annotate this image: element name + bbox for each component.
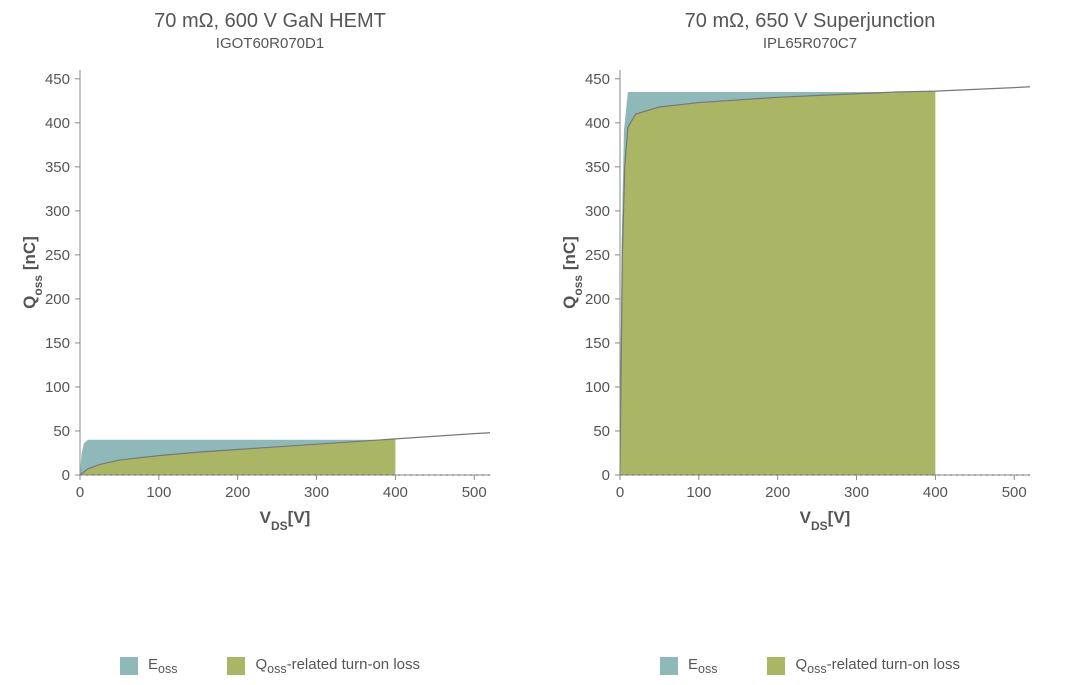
svg-text:250: 250 — [45, 247, 70, 264]
svg-text:100: 100 — [146, 484, 171, 501]
svg-text:350: 350 — [585, 159, 610, 176]
legend-eoss: Eoss — [660, 656, 717, 676]
svg-text:100: 100 — [686, 484, 711, 501]
left-title-block: 70 mΩ, 600 V GaN HEMT IGOT60R070D1 — [20, 10, 520, 52]
svg-text:300: 300 — [844, 484, 869, 501]
swatch-qloss — [767, 657, 785, 675]
svg-text:Qoss [nC]: Qoss [nC] — [20, 236, 45, 309]
svg-text:VDS[V]: VDS[V] — [260, 508, 311, 533]
svg-text:VDS[V]: VDS[V] — [800, 508, 851, 533]
figure-container: 70 mΩ, 600 V GaN HEMT IGOT60R070D1 0 50 10… — [0, 0, 1080, 685]
svg-text:300: 300 — [585, 203, 610, 220]
right-title: 70 mΩ, 650 V Superjunction — [560, 10, 1060, 33]
svg-text:Qoss [nC]: Qoss [nC] — [560, 236, 585, 309]
left-panel: 70 mΩ, 600 V GaN HEMT IGOT60R070D1 0 50 10… — [20, 10, 520, 680]
svg-text:500: 500 — [1002, 484, 1027, 501]
svg-text:400: 400 — [383, 484, 408, 501]
svg-text:500: 500 — [462, 484, 487, 501]
svg-text:300: 300 — [304, 484, 329, 501]
svg-text:450: 450 — [45, 71, 70, 88]
left-legend: Eoss Qoss-related turn-on loss — [20, 648, 520, 680]
svg-text:0: 0 — [616, 484, 624, 501]
legend-eoss-label: Eoss — [688, 656, 717, 676]
right-chart: 0 50 100 150 200 250 300 350 400 450 0 100 200 300 400… — [560, 60, 1060, 648]
svg-text:50: 50 — [53, 423, 70, 440]
right-chart-svg: 0 50 100 150 200 250 300 350 400 450 0 100 200 300 400… — [560, 60, 1060, 580]
left-chart-svg: 0 50 100 150 200 250 300 350 400 450 0 100 200 300 400… — [20, 60, 520, 580]
swatch-eoss — [120, 657, 138, 675]
svg-text:400: 400 — [923, 484, 948, 501]
svg-text:350: 350 — [45, 159, 70, 176]
svg-text:400: 400 — [585, 115, 610, 132]
right-title-block: 70 mΩ, 650 V Superjunction IPL65R070C7 — [560, 10, 1060, 52]
svg-text:50: 50 — [593, 423, 610, 440]
svg-text:200: 200 — [765, 484, 790, 501]
svg-text:450: 450 — [585, 71, 610, 88]
right-panel: 70 mΩ, 650 V Superjunction IPL65R070C7 0… — [560, 10, 1060, 680]
right-legend: Eoss Qoss-related turn-on loss — [560, 648, 1060, 680]
svg-text:200: 200 — [585, 291, 610, 308]
svg-text:200: 200 — [45, 291, 70, 308]
legend-qloss-label: Qoss-related turn-on loss — [255, 656, 420, 676]
svg-text:300: 300 — [45, 203, 70, 220]
legend-qloss: Qoss-related turn-on loss — [227, 656, 420, 676]
svg-text:0: 0 — [602, 467, 610, 484]
svg-text:0: 0 — [76, 484, 84, 501]
svg-text:400: 400 — [45, 115, 70, 132]
swatch-qloss — [227, 657, 245, 675]
svg-text:150: 150 — [45, 335, 70, 352]
left-title: 70 mΩ, 600 V GaN HEMT — [20, 10, 520, 33]
legend-qloss: Qoss-related turn-on loss — [767, 656, 960, 676]
right-subtitle: IPL65R070C7 — [560, 35, 1060, 52]
svg-text:250: 250 — [585, 247, 610, 264]
svg-text:200: 200 — [225, 484, 250, 501]
swatch-eoss — [660, 657, 678, 675]
legend-eoss: Eoss — [120, 656, 177, 676]
svg-text:100: 100 — [585, 379, 610, 396]
svg-text:150: 150 — [585, 335, 610, 352]
svg-text:100: 100 — [45, 379, 70, 396]
left-chart: 0 50 100 150 200 250 300 350 400 450 0 100 200 300 400… — [20, 60, 520, 648]
legend-eoss-label: Eoss — [148, 656, 177, 676]
legend-qloss-label: Qoss-related turn-on loss — [795, 656, 960, 676]
svg-text:0: 0 — [62, 467, 70, 484]
left-subtitle: IGOT60R070D1 — [20, 35, 520, 52]
